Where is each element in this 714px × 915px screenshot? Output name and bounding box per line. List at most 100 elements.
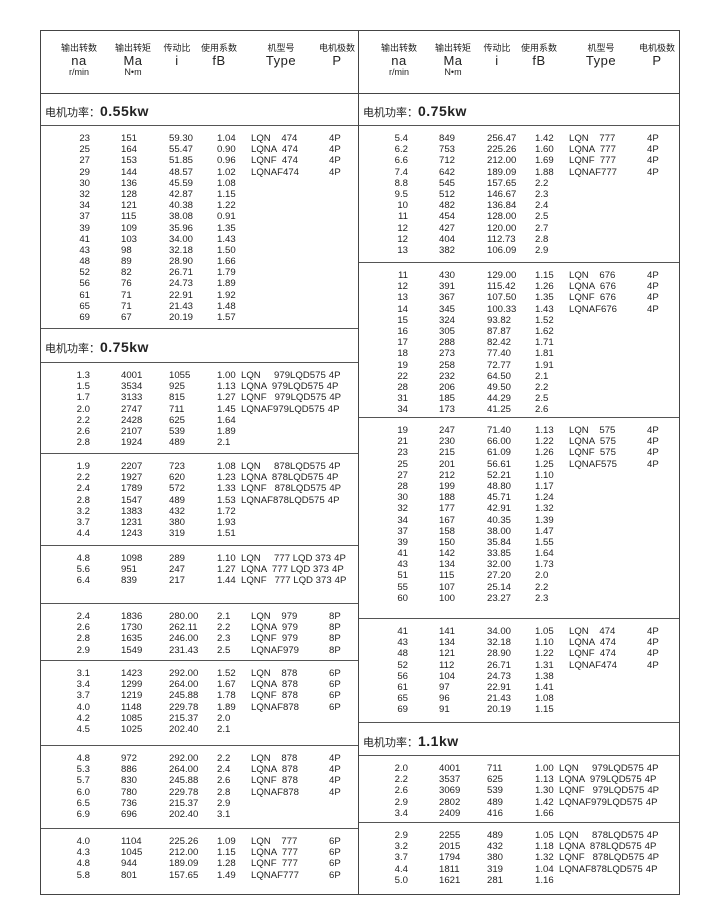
cell-type: LQNF 676 <box>569 292 616 304</box>
cell-fb: 1.51 <box>217 528 236 540</box>
data-group: 4.8 1098 289 1.10 LQN 777 LQD 373 4P 5.6 951 247… <box>41 546 358 604</box>
table-row: 2.9 1549 231.43 2.5 LQNAF979 8P <box>41 645 358 656</box>
cell-ma: 121 <box>439 648 456 660</box>
cell-ii: 40.38 <box>169 200 194 212</box>
cell-ma: 1789 <box>121 483 143 495</box>
cell-na: 5.0 <box>394 874 408 886</box>
cell-ma: 67 <box>121 312 132 323</box>
cell-fb: 1.89 <box>217 425 236 437</box>
cell-fb: 1.13 <box>535 774 554 786</box>
header-cell: 输出转数 na r/min <box>379 41 419 77</box>
cell-na: 13 <box>397 244 408 256</box>
cell-fb: 1.42 <box>535 796 554 808</box>
cell-ii: 32.18 <box>487 637 512 649</box>
cell-ii: 27.20 <box>487 570 512 582</box>
power-value: 1.1kw <box>418 733 459 749</box>
cell-ii: 64.50 <box>487 370 512 382</box>
cell-ma: 696 <box>121 808 138 820</box>
cell-poles: 4P <box>328 461 341 472</box>
cell-fb: 1.31 <box>535 659 554 671</box>
cell-type: LQNF 878 <box>251 775 298 787</box>
cell-fb: 1.45 <box>217 403 236 415</box>
cell-na: 5.4 <box>394 133 408 144</box>
cell-ma: 367 <box>439 292 456 304</box>
type-and-poles: LQNA 878LQD575 4P <box>241 472 338 483</box>
cell-na: 12 <box>397 233 408 245</box>
cell-na: 21 <box>397 436 408 448</box>
header-chinese-label: 机型号 <box>587 43 615 53</box>
cell-type: LQNF 878LQD575 <box>241 483 327 495</box>
cell-ii: 231.43 <box>169 644 199 656</box>
cell-na: 2.2 <box>76 414 90 426</box>
cell-fb: 1.79 <box>217 267 236 279</box>
cell-ma: 1621 <box>439 874 461 886</box>
table-row: 27 153 51.85 0.96 LQNF 474 4P <box>41 155 358 166</box>
cell-na: 5.3 <box>76 764 90 776</box>
cell-fb: 2.2 <box>217 753 231 764</box>
cell-na: 51 <box>397 570 408 582</box>
cell-type: LQNA 777 <box>251 847 298 859</box>
cell-na: 12 <box>397 281 408 293</box>
cell-na: 3.7 <box>76 690 90 702</box>
cell-type: LQN 777 <box>569 133 616 144</box>
table-row: 31 185 44.29 2.5 <box>359 393 679 404</box>
table-row: 28 206 49.50 2.2 <box>359 382 679 393</box>
cell-type: LQNA 575 <box>569 436 616 448</box>
cell-na: 3.2 <box>394 841 408 853</box>
header-symbol: na <box>391 53 407 68</box>
cell-type: LQNF 777 LQD 373 <box>241 575 332 587</box>
table-row: 60 100 23.27 2.3 <box>359 593 679 604</box>
cell-poles: 4P <box>647 155 659 167</box>
cell-na: 2.2 <box>76 472 90 484</box>
cell-ma: 1836 <box>121 611 143 622</box>
cell-na: 41 <box>79 233 90 245</box>
header-cell: 使用系数 fB <box>199 41 239 68</box>
cell-ii: 32.00 <box>487 559 512 571</box>
cell-fb: 2.6 <box>217 775 231 787</box>
table-row: 32 177 42.91 1.32 <box>359 503 679 514</box>
cell-fb: 1.15 <box>535 270 554 281</box>
cell-ii: 48.57 <box>169 166 194 178</box>
cell-na: 16 <box>397 325 408 337</box>
header-chinese-label: 使用系数 <box>200 43 237 53</box>
cell-ma: 545 <box>439 177 456 189</box>
cell-ma: 97 <box>439 681 450 693</box>
cell-type: LQNF 777 <box>569 155 616 167</box>
cell-ma: 801 <box>121 869 138 881</box>
cell-poles: 6P <box>329 668 341 679</box>
cell-ma: 391 <box>439 281 456 293</box>
cell-ii: 539 <box>169 425 186 437</box>
cell-poles: 4P <box>329 392 342 404</box>
table-row: 2.9 2255 489 1.05 LQN 878LQD575 4P <box>359 830 679 841</box>
cell-type: LQNF 979LQD575 <box>559 785 645 797</box>
type-and-poles: LQN 878LQD575 4P <box>559 830 659 841</box>
cell-fb: 1.32 <box>535 503 554 515</box>
cell-na: 4.3 <box>76 847 90 859</box>
cell-ma: 1243 <box>121 528 143 540</box>
cell-fb: 1.49 <box>217 869 236 881</box>
cell-poles: 4P <box>647 785 660 797</box>
cell-ii: 416 <box>487 807 504 819</box>
cell-type: LQN 474 <box>251 133 298 144</box>
cell-ma: 112 <box>439 659 455 671</box>
header-cell: 传动比 i <box>477 41 517 68</box>
table-row: 2.8 1635 246.00 2.3 LQNF 979 8P <box>41 633 358 644</box>
cell-na: 2.2 <box>394 774 408 786</box>
cell-fb: 2.1 <box>217 437 231 449</box>
table-row: 22 232 64.50 2.1 <box>359 371 679 382</box>
cell-na: 56 <box>397 670 408 682</box>
cell-type: LQNAF979LQD575 <box>241 403 325 415</box>
cell-ii: 212.00 <box>169 847 199 859</box>
table-row: 3.4 2409 416 1.66 <box>359 808 679 819</box>
cell-na: 31 <box>397 393 408 405</box>
cell-type: LQN 979 <box>251 611 298 622</box>
cell-na: 7.4 <box>394 166 408 178</box>
cell-ma: 2428 <box>121 414 143 426</box>
cell-ma: 1299 <box>121 679 143 691</box>
table-row: 6.9 696 202.40 3.1 <box>41 809 358 820</box>
cell-fb: 1.38 <box>535 670 554 682</box>
table-row: 11 430 129.00 1.15 LQN 676 4P <box>359 270 679 281</box>
table-row: 27 212 52.21 1.10 <box>359 470 679 481</box>
header-symbol: fB <box>532 53 546 68</box>
header-unit: r/min <box>389 67 409 77</box>
